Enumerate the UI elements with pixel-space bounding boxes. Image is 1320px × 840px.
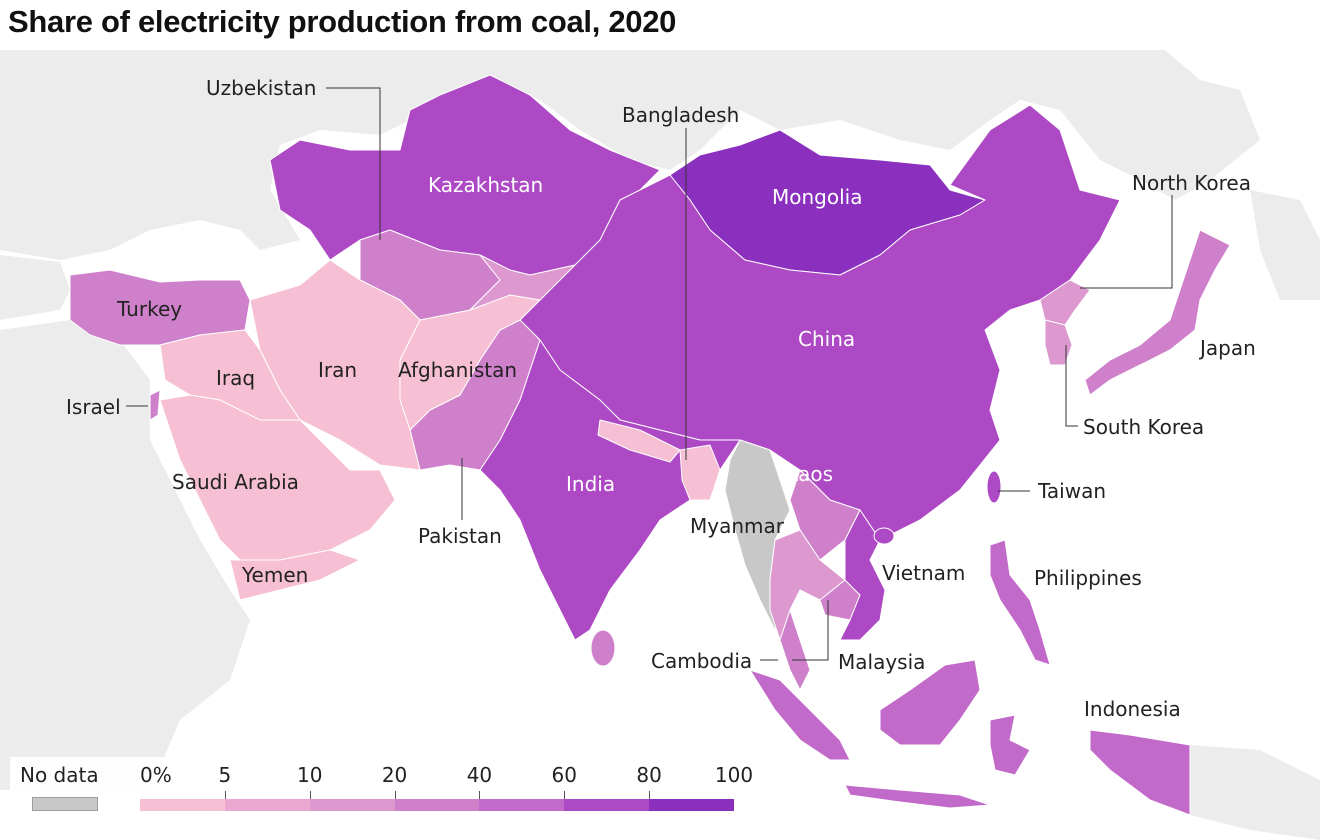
laos-region[interactable] <box>789 469 861 561</box>
legend-tick-label: 0% <box>140 763 172 787</box>
legend-swatch <box>224 799 310 811</box>
label-indonesia: Indonesia <box>1084 697 1181 721</box>
choropleth-map[interactable]: Kazakhstan Mongolia China India Laos Tur… <box>0 50 1320 840</box>
legend-tick-line <box>649 791 651 799</box>
north-korea-leader <box>1080 195 1173 289</box>
papua-region[interactable] <box>1089 729 1191 816</box>
nepal-region[interactable] <box>597 419 681 463</box>
israel-region[interactable] <box>149 389 161 421</box>
taiwan-region[interactable] <box>986 470 1002 504</box>
legend-tick-line <box>309 791 311 799</box>
label-north-korea: North Korea <box>1132 171 1251 195</box>
label-south-korea: South Korea <box>1083 415 1204 439</box>
africa-land <box>0 320 250 790</box>
java-region[interactable] <box>844 784 991 809</box>
legend-tick-label: 20 <box>381 763 408 787</box>
label-india: India <box>566 472 615 496</box>
label-cambodia: Cambodia <box>651 649 752 673</box>
vietnam-region[interactable] <box>839 509 886 641</box>
europe-land <box>0 255 70 320</box>
legend-swatch <box>309 799 395 811</box>
label-bangladesh: Bangladesh <box>622 103 739 127</box>
label-saudi-arabia: Saudi Arabia <box>172 470 299 494</box>
map-title: Share of electricity production from coa… <box>8 4 677 39</box>
label-china: China <box>798 327 855 351</box>
png-land <box>1190 745 1320 840</box>
label-iran: Iran <box>318 358 357 382</box>
label-turkey: Turkey <box>116 297 182 321</box>
label-pakistan: Pakistan <box>418 524 502 548</box>
legend-color-scale: 0% 5 10 20 40 60 80 100 <box>140 763 753 813</box>
hainan-region[interactable] <box>873 527 895 545</box>
label-kazakhstan: Kazakhstan <box>428 173 543 197</box>
legend: No data 0% 5 10 20 40 60 80 100 <box>10 757 770 827</box>
south-korea-region[interactable] <box>1044 319 1073 366</box>
legend-tick-line <box>224 791 226 799</box>
legend-no-data-label: No data <box>20 763 99 787</box>
south-korea-leader <box>1065 345 1078 427</box>
legend-scale-bar <box>140 799 734 811</box>
legend-tick-label: 100 <box>714 763 754 787</box>
label-myanmar: Myanmar <box>690 514 785 538</box>
legend-no-data-swatch <box>32 797 98 811</box>
legend-swatch <box>479 799 565 811</box>
yemen-region[interactable] <box>229 549 361 601</box>
label-yemen: Yemen <box>241 563 308 587</box>
bangladesh-region[interactable] <box>679 444 721 501</box>
russia-land <box>0 50 1260 260</box>
label-afghanistan: Afghanistan <box>398 358 517 382</box>
legend-swatch <box>394 799 480 811</box>
philippines-region[interactable] <box>989 539 1051 666</box>
malaysia-region[interactable] <box>779 609 811 691</box>
saudi-arabia-region[interactable] <box>159 394 396 561</box>
legend-tick-label: 80 <box>636 763 662 787</box>
label-israel: Israel <box>66 395 121 419</box>
label-malaysia: Malaysia <box>838 650 925 674</box>
sulawesi-region[interactable] <box>989 714 1031 776</box>
malaysia-leader <box>792 600 829 661</box>
sri-lanka-region[interactable] <box>590 629 616 667</box>
legend-tick-label: 60 <box>551 763 578 787</box>
legend-tick-label: 10 <box>296 763 323 787</box>
legend-swatch <box>649 799 734 811</box>
label-iraq: Iraq <box>216 366 255 390</box>
japan-region[interactable] <box>1084 229 1231 396</box>
uzbekistan-leader <box>326 87 381 240</box>
label-mongolia: Mongolia <box>772 185 862 209</box>
legend-tick-line <box>479 791 481 799</box>
label-japan: Japan <box>1198 336 1256 360</box>
label-taiwan: Taiwan <box>1037 479 1106 503</box>
label-philippines: Philippines <box>1034 566 1142 590</box>
sumatra-region[interactable] <box>749 669 851 761</box>
label-laos: Laos <box>787 462 833 486</box>
label-uzbekistan: Uzbekistan <box>206 76 316 100</box>
legend-tick-line <box>564 791 566 799</box>
label-vietnam: Vietnam <box>882 561 965 585</box>
legend-tick-line <box>394 791 396 799</box>
legend-swatch <box>564 799 650 811</box>
central-asia-region[interactable] <box>469 254 576 311</box>
legend-tick-label: 40 <box>466 763 493 787</box>
borneo-region[interactable] <box>879 659 981 746</box>
japan-far-east-land <box>1250 190 1320 300</box>
legend-tick-label: 5 <box>218 763 232 787</box>
legend-swatch <box>140 799 225 811</box>
